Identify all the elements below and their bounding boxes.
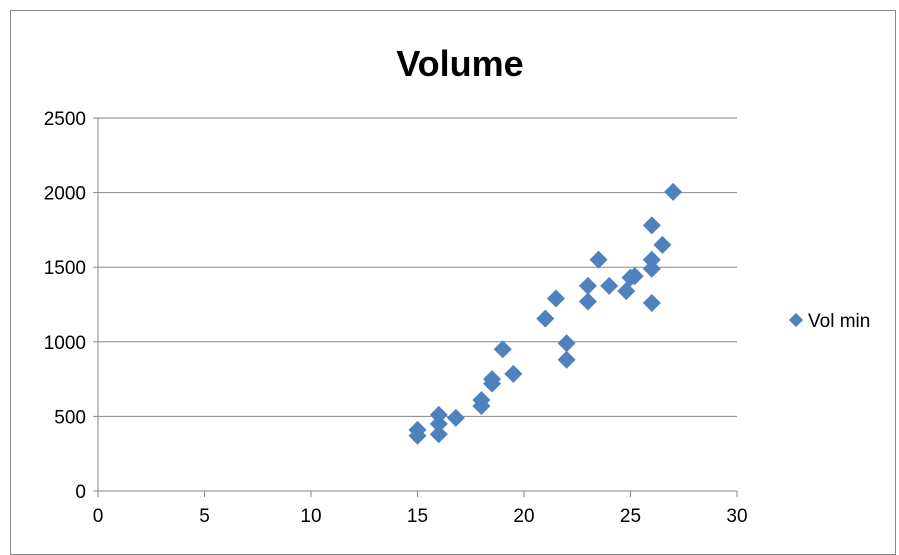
scatter-point <box>536 309 555 328</box>
scatter-point <box>472 390 491 409</box>
scatter-point <box>642 250 661 269</box>
scatter-point <box>483 370 502 389</box>
x-tick-label: 0 <box>93 506 104 527</box>
legend-marker <box>788 312 804 328</box>
scatter-point <box>578 292 597 311</box>
x-tick-label: 15 <box>407 506 428 527</box>
scatter-point <box>557 334 576 353</box>
x-tick-label: 25 <box>620 506 641 527</box>
x-tick-label: 10 <box>300 506 321 527</box>
scatter-point <box>429 405 448 424</box>
scatter-point <box>617 282 636 301</box>
scatter-point <box>493 340 512 359</box>
scatter-point <box>625 267 644 286</box>
y-tick-label: 1500 <box>44 258 86 279</box>
scatter-point <box>600 276 619 295</box>
y-tick-label: 0 <box>75 482 86 503</box>
scatter-point <box>578 276 597 295</box>
scatter-point <box>408 420 427 439</box>
y-tick-label: 500 <box>54 407 86 428</box>
scatter-point <box>546 289 565 308</box>
scatter-point <box>557 350 576 369</box>
plot-area: 0 5 10 15 20 25 30 0 500 1000 1500 2000 2500 <box>44 109 748 527</box>
scatter-point <box>642 294 661 313</box>
scatter-point <box>642 216 661 235</box>
data-points <box>408 182 683 445</box>
chart-area <box>10 10 896 555</box>
y-axis-ticks: 0 500 1000 1500 2000 2500 <box>44 109 98 503</box>
x-tick-label: 20 <box>513 506 534 527</box>
scatter-point <box>504 364 523 383</box>
scatter-point <box>653 235 672 254</box>
x-tick-label: 5 <box>199 506 210 527</box>
chart-title: Volume <box>396 43 523 84</box>
legend: Vol min <box>788 311 870 332</box>
legend-label: Vol min <box>808 311 870 332</box>
scatter-point <box>664 182 683 201</box>
x-axis-ticks: 0 5 10 15 20 25 30 <box>93 491 748 527</box>
y-tick-label: 1000 <box>44 333 86 354</box>
x-tick-label: 30 <box>726 506 747 527</box>
y-tick-label: 2500 <box>44 109 86 130</box>
scatter-point <box>429 425 448 444</box>
scatter-point <box>446 408 465 427</box>
scatter-point <box>589 250 608 269</box>
y-tick-label: 2000 <box>44 184 86 205</box>
gridlines <box>98 117 737 417</box>
